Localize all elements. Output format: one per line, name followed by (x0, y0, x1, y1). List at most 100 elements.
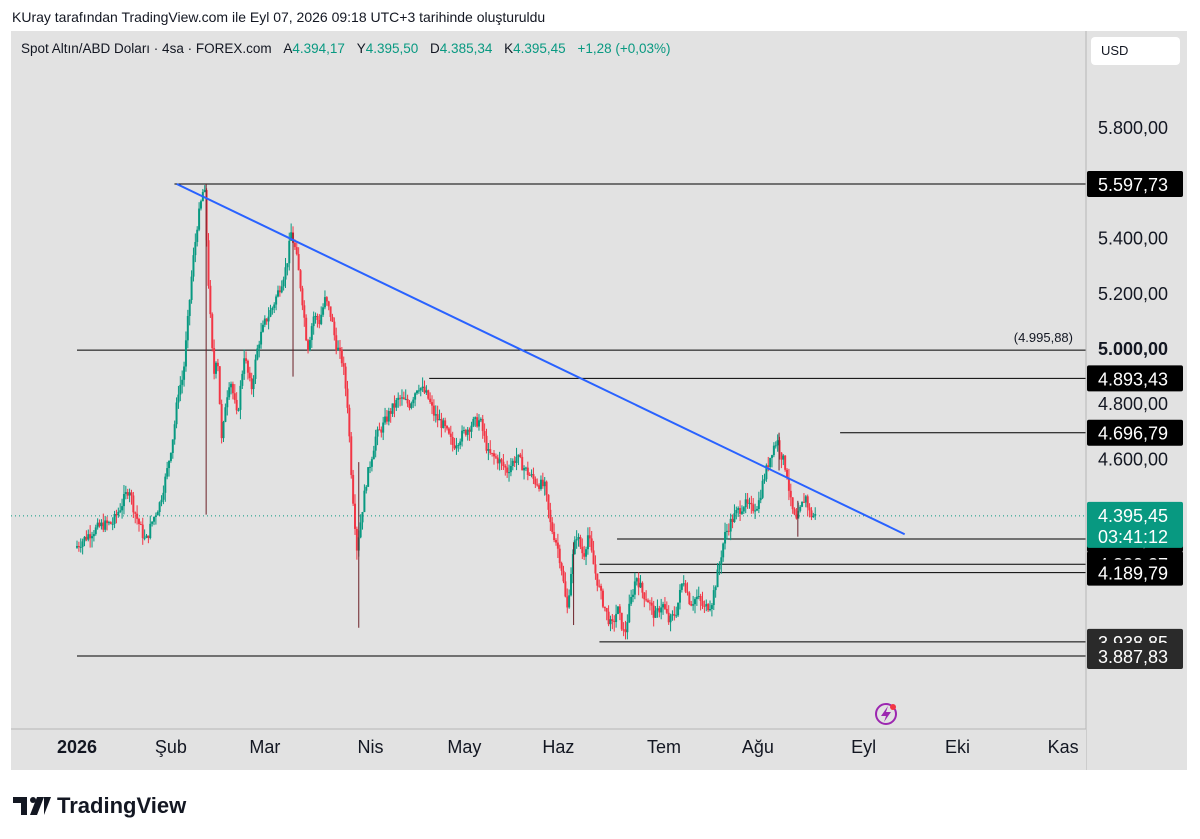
candle-body (436, 414, 439, 421)
time-tick-label: Nis (358, 737, 384, 757)
candle (714, 585, 717, 598)
candle-body (769, 457, 772, 468)
currency-selector[interactable]: USD (1091, 37, 1180, 65)
candle-body (562, 570, 565, 582)
candle (624, 620, 627, 640)
candle-body (494, 456, 497, 458)
candle (109, 521, 112, 525)
candle (378, 422, 381, 431)
candle (325, 296, 328, 306)
candle-body (188, 299, 191, 316)
candle-body (303, 305, 306, 318)
candle-body (385, 416, 388, 422)
candle-body (260, 331, 263, 345)
candle (387, 407, 390, 426)
candle (175, 397, 178, 429)
candle (111, 517, 114, 531)
candle (517, 454, 520, 466)
candle (571, 549, 574, 584)
candle (402, 391, 405, 400)
candle-body (431, 402, 434, 406)
candle-body (564, 581, 567, 597)
candle-body (558, 548, 561, 564)
candle (106, 516, 109, 531)
candle (795, 508, 798, 520)
lightning-event-icon[interactable] (875, 703, 897, 725)
candle-body (419, 388, 422, 391)
candle (85, 530, 88, 542)
candle (464, 428, 467, 437)
candle (139, 521, 142, 526)
candle-body (354, 503, 357, 529)
candle-body (96, 522, 99, 528)
candle (742, 506, 745, 515)
candle-body (554, 540, 557, 543)
candle (789, 483, 792, 507)
candle-body (802, 501, 805, 503)
candle-body (147, 535, 150, 539)
candle-body (479, 418, 482, 421)
candle-body (278, 290, 281, 293)
candle (669, 613, 672, 632)
candle (151, 521, 154, 527)
candle (224, 403, 227, 423)
candle-body (727, 530, 730, 532)
time-tick-label: 2026 (57, 737, 97, 757)
candle (648, 599, 651, 611)
candle-body (680, 583, 683, 590)
candle (504, 464, 507, 476)
candle-body (789, 490, 792, 498)
time-axis-bg (11, 729, 1086, 770)
candle (551, 517, 554, 535)
candle (318, 314, 321, 329)
symbol-legend[interactable]: Spot Altın/ABD Doları · 4sa · FOREX.com … (21, 41, 671, 56)
candle-body (76, 546, 78, 548)
tradingview-brand: TradingView (13, 793, 186, 819)
candle-body (553, 531, 556, 541)
candle-body (228, 387, 231, 398)
candle-body (192, 255, 195, 277)
tradingview-logo-icon (13, 797, 51, 815)
candle (442, 417, 445, 429)
candle (487, 442, 490, 461)
candle (220, 399, 223, 444)
candle (545, 480, 548, 502)
candle (684, 580, 687, 594)
candle (275, 294, 278, 311)
candle (370, 456, 373, 472)
candle (536, 478, 539, 487)
candle-body (382, 422, 385, 433)
candle-body (301, 288, 304, 306)
candle (739, 500, 742, 521)
candle (598, 579, 601, 588)
trend-line[interactable] (176, 183, 906, 536)
candle (369, 461, 372, 474)
chart-area[interactable]: (4.995,88) 5.800,00 5.400,00 5.200,00 5.000… (11, 31, 1187, 770)
candle (787, 468, 790, 501)
candle-body (137, 518, 140, 525)
candle (479, 417, 482, 423)
candle-body (665, 608, 668, 613)
candle-body (318, 320, 321, 325)
candle-body (102, 522, 105, 530)
price-chart-svg[interactable]: (4.995,88) 5.800,00 5.400,00 5.200,00 5.000… (11, 31, 1187, 770)
candle-body (806, 496, 809, 508)
candle-body (549, 509, 552, 523)
candle (673, 606, 676, 621)
candle (611, 614, 614, 630)
symbol-name[interactable]: Spot Altın/ABD Doları · 4sa · FOREX.com (21, 41, 272, 56)
candle-body (449, 433, 452, 437)
candle (149, 515, 152, 540)
candle (613, 615, 616, 632)
candle (554, 538, 557, 546)
close-prefix: K (504, 41, 514, 56)
candle (432, 399, 435, 422)
candle (810, 507, 813, 521)
candle (483, 423, 486, 443)
candle (104, 515, 107, 533)
candle (329, 306, 332, 322)
candle-body (605, 608, 608, 612)
candle-body (344, 366, 347, 389)
candle (269, 304, 272, 318)
candle (718, 561, 721, 576)
